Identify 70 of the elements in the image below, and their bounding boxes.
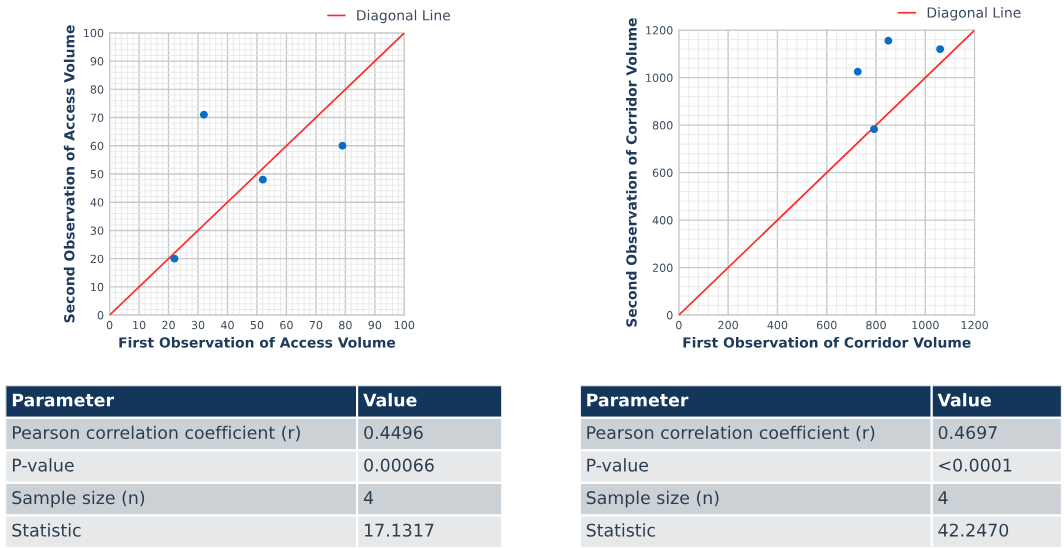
text: 17.1317 xyxy=(364,523,434,537)
text: <0.0001 xyxy=(939,458,1012,472)
y-axis-title: Second Observation of Access Volume xyxy=(63,25,75,323)
category-label: Value xyxy=(363,393,417,407)
y-tick-label: 1000 xyxy=(646,73,673,83)
y-tick-label: 70 xyxy=(90,113,104,122)
legend-label: Diagonal Line xyxy=(357,9,451,24)
category-label: Value xyxy=(937,393,991,407)
text: 4 xyxy=(938,491,948,504)
x-tick-label: 90 xyxy=(368,320,382,330)
y-tick-label: 90 xyxy=(90,57,104,66)
text: Statistic xyxy=(586,523,655,537)
y-tick-label: 40 xyxy=(90,198,104,207)
point xyxy=(258,175,267,184)
y-axis-title: Second Observation of Corridor Volume xyxy=(626,18,637,327)
x-tick-label: 30 xyxy=(191,320,205,330)
x-axis-title: First Observation of Access Volume xyxy=(119,336,396,348)
y-tick-label: 800 xyxy=(652,121,673,130)
text: Pearson correlation coefficient (r) xyxy=(12,425,300,442)
y-tick-label: 10 xyxy=(91,282,104,292)
x-tick-label: 800 xyxy=(866,320,886,330)
y-tick-label: 50 xyxy=(90,169,104,179)
point xyxy=(199,110,208,119)
y-tick-label: 20 xyxy=(90,254,104,264)
point xyxy=(853,67,862,76)
x-tick-label: 10 xyxy=(133,320,146,330)
x-tick-label: 400 xyxy=(767,320,788,330)
text: Sample size (n) xyxy=(12,490,145,508)
category-label: Parameter xyxy=(12,393,114,407)
y-tick-label: 1200 xyxy=(646,26,673,35)
y-tick-label: 100 xyxy=(84,28,104,38)
x-tick-label: 1000 xyxy=(912,320,939,330)
x-tick-label: 80 xyxy=(339,320,352,330)
point xyxy=(884,36,893,45)
x-tick-label: 60 xyxy=(280,320,293,330)
y-tick-label: 600 xyxy=(652,168,673,177)
text: P-value xyxy=(12,458,74,472)
text: P-value xyxy=(587,458,649,472)
x-tick-label: 100 xyxy=(394,320,415,330)
x-tick-label: 1200 xyxy=(961,320,989,330)
text: 0.4697 xyxy=(938,425,997,440)
point xyxy=(870,125,879,134)
x-tick-label: 70 xyxy=(309,320,323,330)
text: 0.4496 xyxy=(364,425,423,440)
y-tick-label: 0 xyxy=(97,311,104,320)
x-tick-label: 40 xyxy=(220,320,234,330)
text: 42.2470 xyxy=(938,523,1009,537)
text: Statistic xyxy=(12,523,81,537)
y-tick-label: 200 xyxy=(652,263,673,272)
text: Pearson correlation coefficient (r) xyxy=(587,425,875,442)
y-tick-label: 400 xyxy=(652,216,673,225)
y-tick-label: 30 xyxy=(90,226,104,235)
x-tick-label: 0 xyxy=(676,320,682,330)
x-tick-label: 50 xyxy=(250,320,264,330)
text: 4 xyxy=(363,491,374,504)
legend-label: Diagonal Line xyxy=(927,7,1021,21)
x-tick-label: 0 xyxy=(106,320,113,330)
text: 0.00066 xyxy=(364,458,434,472)
y-tick-label: 0 xyxy=(666,311,673,320)
x-axis-title: First Observation of Corridor Volume xyxy=(683,336,971,348)
x-tick-label: 200 xyxy=(718,320,738,330)
x-tick-label: 600 xyxy=(816,320,837,330)
point xyxy=(338,141,347,150)
point xyxy=(170,254,179,263)
y-tick-label: 60 xyxy=(90,141,104,151)
category-label: Parameter xyxy=(587,393,689,407)
text: Sample size (n) xyxy=(586,490,719,508)
x-tick-label: 20 xyxy=(162,320,175,330)
point xyxy=(936,45,945,54)
y-tick-label: 80 xyxy=(90,85,104,94)
